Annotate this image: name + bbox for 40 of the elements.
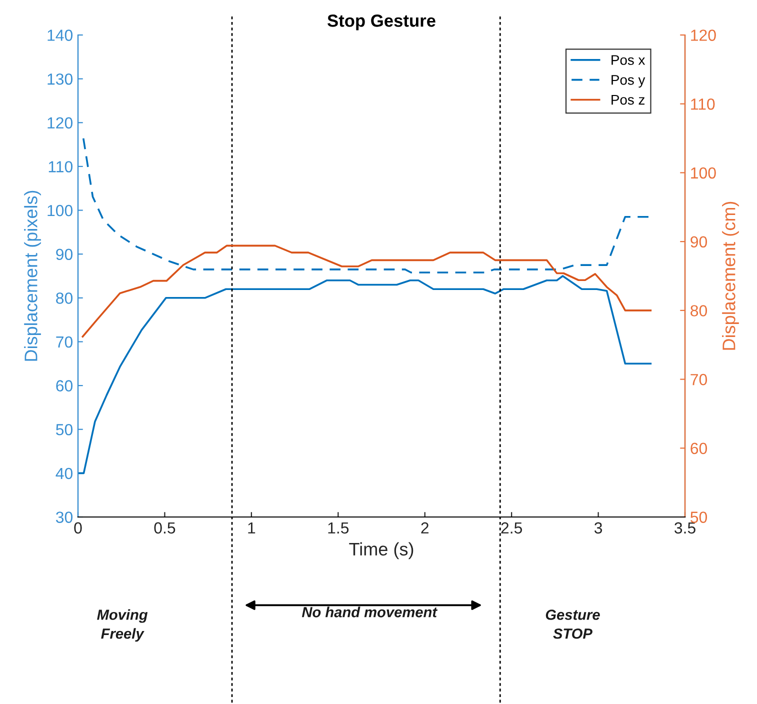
y-tick-label: 140	[48, 30, 73, 41]
y-tick-label: 120	[48, 117, 73, 129]
text: Moving Freely	[97, 609, 148, 642]
line-series	[78, 275, 652, 474]
text: Gesture STOP	[546, 610, 600, 639]
y2-tick-label: 80	[690, 305, 707, 316]
chart-title: Stop Gesture	[328, 14, 436, 30]
x-tick-label: 1.5	[328, 522, 349, 534]
y-tick-label: 110	[48, 161, 73, 172]
y-tick-label: 40	[56, 468, 73, 480]
x-tick-label: 0.5	[154, 522, 176, 534]
legend-label: Pos z	[612, 95, 644, 105]
legend-label: Pos y	[612, 75, 646, 88]
y2-tick-label: 110	[691, 98, 715, 110]
line-series	[82, 244, 652, 338]
y-tick-label: 130	[48, 73, 73, 85]
y2-tick-label: 90	[690, 236, 707, 248]
x-tick-label: 0	[74, 522, 82, 534]
x-tick-label: 1	[248, 522, 256, 534]
y-tick-label: 100	[48, 204, 73, 216]
y-tick-label: 50	[56, 424, 73, 436]
x-tick-label: 3	[594, 522, 602, 534]
text: No hand movement	[302, 606, 438, 618]
x-axis-title: Time (s)	[349, 542, 414, 560]
y2-tick-label: 50	[690, 512, 707, 523]
x-tick-label: 2.5	[501, 522, 522, 534]
y2-tick-label: 100	[691, 167, 716, 179]
y-tick-label: 90	[56, 248, 73, 260]
x-tick-label: 2	[421, 522, 428, 534]
y2-tick-label: 60	[690, 442, 707, 454]
y-tick-label: 80	[56, 292, 73, 304]
y2-tick-label: 70	[690, 374, 707, 386]
y-tick-label: 30	[56, 512, 73, 523]
y-tick-label: 60	[56, 380, 73, 392]
y-axis-title: Displacement (pixels)	[24, 190, 41, 361]
x-tick-label: 3.5	[674, 522, 696, 534]
y-tick-label: 70	[56, 336, 73, 348]
legend-label: Pos x	[612, 55, 646, 65]
y2-axis-title: Displacement (cm)	[722, 202, 739, 350]
y2-tick-label: 120	[691, 30, 716, 41]
